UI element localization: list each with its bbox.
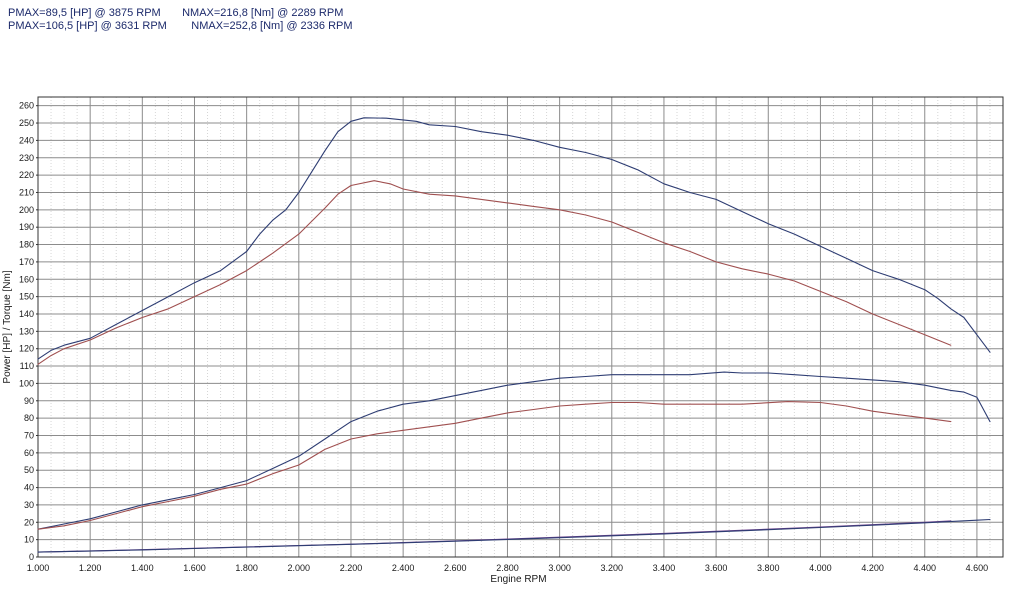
y-tick-label: 170 (19, 257, 34, 267)
y-tick-label: 40 (24, 483, 34, 493)
y-tick-label: 220 (19, 170, 34, 180)
y-tick-label: 0 (29, 552, 34, 562)
y-tick-label: 50 (24, 465, 34, 475)
y-tick-label: 140 (19, 309, 34, 319)
power-torque-max-line-1: PMAX=89,5 [HP] @ 3875 RPM NMAX=216,8 [Nm… (8, 7, 344, 19)
y-tick-label: 30 (24, 500, 34, 510)
x-tick-label: 4.600 (966, 563, 989, 573)
series-line-6 (37, 518, 991, 553)
x-tick-label: 3.600 (705, 563, 728, 573)
y-tick-label: 10 (24, 535, 34, 545)
x-tick-label: 2.600 (444, 563, 467, 573)
x-tick-label: 2.000 (288, 563, 311, 573)
x-tick-label: 1.000 (27, 563, 50, 573)
y-tick-label: 250 (19, 118, 34, 128)
x-tick-label: 1.400 (131, 563, 154, 573)
x-axis-ticks: 1.000 1.200 1.400 1.600 1.800 2.000 2.200 2.400… (27, 563, 988, 573)
x-tick-label: 2.200 (340, 563, 363, 573)
y-tick-label: 130 (19, 326, 34, 336)
series-line-4 (37, 401, 952, 530)
y-tick-label: 70 (24, 430, 34, 440)
y-tick-label: 230 (19, 153, 34, 163)
x-tick-label: 1.600 (183, 563, 206, 573)
series-line-2 (37, 180, 952, 365)
y-tick-label: 260 (19, 101, 34, 111)
x-tick-label: 3.200 (601, 563, 624, 573)
x-tick-label: 2.400 (392, 563, 415, 573)
x-axis-title: Engine RPM (490, 574, 546, 585)
x-tick-label: 1.200 (79, 563, 102, 573)
x-tick-label: 4.000 (809, 563, 832, 573)
x-tick-label: 3.800 (757, 563, 780, 573)
y-tick-label: 20 (24, 517, 34, 527)
y-tick-label: 240 (19, 135, 34, 145)
y-axis-ticks: 0 10 20 30 40 50 60 70 80 90 100 110 120 130 140 150 160… (19, 101, 38, 562)
x-tick-label: 3.400 (653, 563, 676, 573)
y-tick-label: 210 (19, 187, 34, 197)
y-tick-label: 90 (24, 396, 34, 406)
y-axis-title: Power [HP] / Torque [Nm] (2, 270, 13, 383)
x-tick-label: 4.400 (913, 563, 936, 573)
y-tick-label: 110 (20, 361, 34, 371)
y-tick-label: 160 (19, 274, 34, 284)
power-torque-max-line-2: PMAX=106,5 [HP] @ 3631 RPM NMAX=252,8 [N… (8, 20, 353, 32)
x-tick-label: 1.800 (235, 563, 258, 573)
chart-grid (37, 97, 1003, 558)
y-tick-label: 200 (19, 205, 34, 215)
x-tick-label: 2.800 (496, 563, 519, 573)
series-line-1 (37, 117, 991, 360)
y-tick-label: 120 (19, 344, 34, 354)
x-tick-label: 4.200 (861, 563, 884, 573)
plot-frame (37, 96, 1004, 558)
y-tick-label: 180 (19, 240, 34, 250)
y-tick-label: 80 (24, 413, 34, 423)
y-tick-label: 190 (19, 222, 34, 232)
series-layer (37, 117, 991, 553)
y-tick-label: 150 (19, 292, 34, 302)
y-tick-label: 60 (24, 448, 34, 458)
series-line-3 (37, 371, 991, 530)
x-tick-label: 3.000 (548, 563, 571, 573)
y-tick-label: 100 (19, 378, 34, 388)
